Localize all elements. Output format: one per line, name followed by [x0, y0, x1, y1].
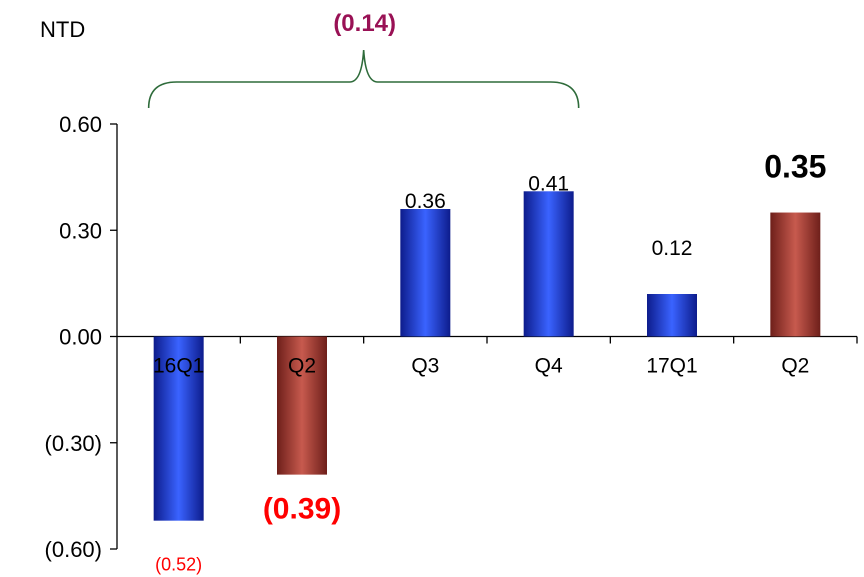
- bracket: [147, 49, 580, 109]
- data-label: (0.52): [155, 555, 202, 575]
- y-tick-label: 0.00: [59, 325, 102, 350]
- x-category-label: Q2: [781, 355, 809, 378]
- x-category-label: Q2: [288, 355, 316, 378]
- x-category-label: Q4: [535, 355, 563, 378]
- data-label: 0.36: [405, 190, 446, 213]
- y-axis: 0.60 0.30 0.00 (0.30) (0.60): [45, 112, 858, 562]
- data-label: 0.41: [528, 172, 569, 195]
- bracket-label: (0.14): [333, 10, 396, 37]
- bar-17q1-4: [647, 294, 697, 337]
- bar-q2-1: [277, 336, 327, 475]
- bar-q4-3: [523, 191, 574, 337]
- y-tick-label: (0.30): [45, 431, 102, 456]
- x-category-label: Q3: [411, 355, 439, 378]
- y-tick-label: 0.60: [59, 112, 102, 137]
- data-label: (0.39): [263, 493, 341, 526]
- bars: [153, 191, 821, 521]
- y-tick-label: (0.60): [45, 537, 102, 562]
- bar-q2-5: [770, 212, 821, 337]
- x-category-label: 16Q1: [153, 355, 204, 378]
- bar-q3-2: [400, 209, 451, 337]
- data-labels: 16Q1 Q2 Q3 Q4 17Q1 Q2 (0.52) (0.39) 0.36 0.41 0.12…: [153, 149, 826, 575]
- data-label: 0.35: [764, 149, 826, 185]
- x-category-label: 17Q1: [646, 355, 697, 378]
- y-tick-label: 0.30: [59, 218, 102, 243]
- data-label: 0.12: [652, 237, 693, 260]
- bracket-annotation: (0.14): [147, 10, 580, 109]
- y-unit-label: NTD: [40, 17, 85, 42]
- bar-16q1-0: [153, 336, 204, 521]
